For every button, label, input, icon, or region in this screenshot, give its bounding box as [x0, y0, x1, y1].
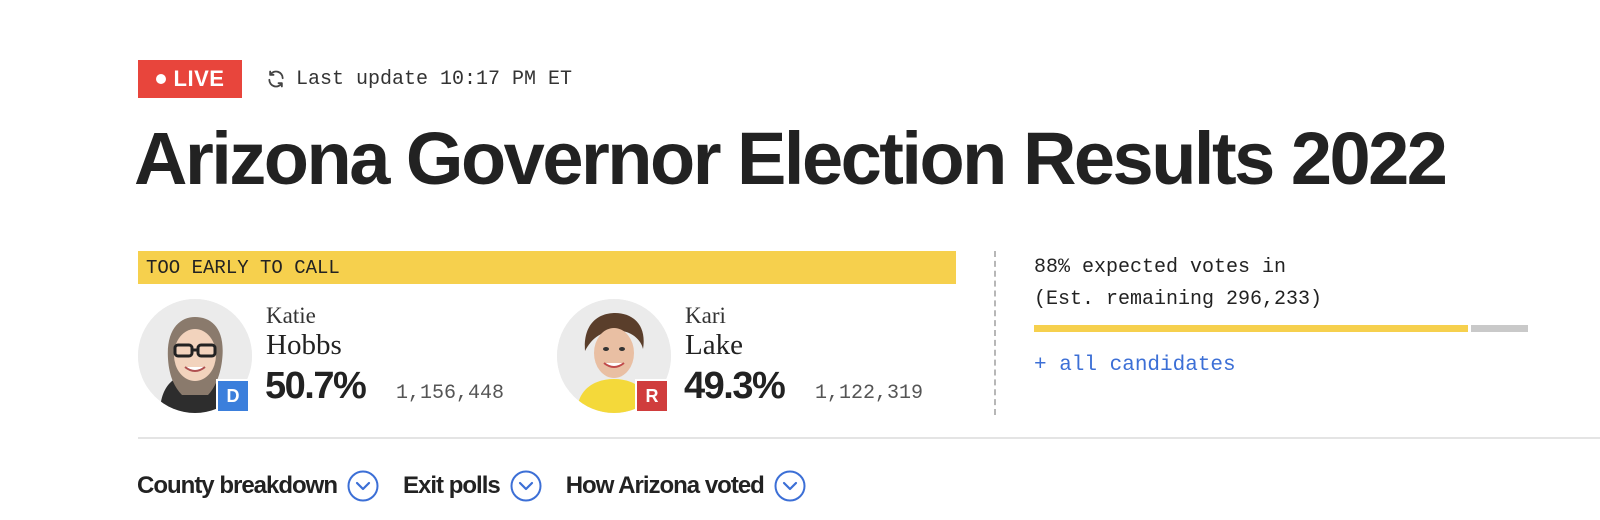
- section-nav: County breakdown Exit polls How Arizona …: [137, 470, 806, 502]
- horizontal-divider: [138, 437, 1600, 439]
- all-candidates-link[interactable]: + all candidates: [1034, 354, 1236, 377]
- candidate-vote-count: 1,122,319: [815, 382, 924, 405]
- live-label: LIVE: [173, 66, 225, 91]
- candidate-vote-percent: 49.3%: [684, 365, 786, 407]
- chevron-down-icon[interactable]: [510, 470, 542, 502]
- candidate-vote-count: 1,156,448: [396, 382, 505, 405]
- party-badge-democrat: D: [216, 379, 250, 413]
- nav-label: Exit polls: [403, 472, 501, 499]
- candidate-last-name: Hobbs: [266, 329, 342, 361]
- page-title: Arizona Governor Election Results 2022: [134, 117, 1448, 200]
- section-divider: [994, 251, 996, 415]
- candidate-last-name: Lake: [685, 329, 743, 361]
- party-badge-republican: R: [635, 379, 669, 413]
- status-row: LIVE Last update 10:17 PM ET: [138, 60, 572, 98]
- last-update-text: Last update 10:17 PM ET: [296, 67, 573, 91]
- expected-votes-text: 88% expected votes in: [1034, 256, 1287, 279]
- live-badge: LIVE: [138, 60, 242, 98]
- candidate-card-hobbs: D Katie Hobbs 50.7% 1,156,448: [138, 299, 558, 417]
- chevron-down-icon[interactable]: [774, 470, 806, 502]
- candidate-first-name: Katie: [266, 303, 316, 328]
- live-dot-icon: [155, 74, 166, 84]
- candidate-vote-percent: 50.7%: [265, 365, 367, 407]
- call-status-banner: TOO EARLY TO CALL: [138, 251, 956, 284]
- nav-how-arizona-voted[interactable]: How Arizona voted: [566, 470, 806, 502]
- nav-exit-polls[interactable]: Exit polls: [403, 470, 542, 502]
- candidate-card-lake: R Kari Lake 49.3% 1,122,319: [557, 299, 977, 417]
- candidate-first-name: Kari: [685, 303, 726, 328]
- candidate-photo: [138, 299, 252, 413]
- expected-votes-progress-bar: [1034, 325, 1528, 332]
- nav-label: How Arizona voted: [565, 472, 765, 499]
- progress-fill: [1034, 325, 1469, 332]
- progress-gap: [1467, 325, 1471, 332]
- chevron-down-icon[interactable]: [347, 470, 379, 502]
- nav-county-breakdown[interactable]: County breakdown: [137, 470, 379, 502]
- call-status-text: TOO EARLY TO CALL: [146, 256, 340, 279]
- refresh-icon[interactable]: [266, 69, 286, 89]
- estimated-remaining-text: (Est. remaining 296,233): [1034, 288, 1323, 311]
- nav-label: County breakdown: [137, 472, 338, 499]
